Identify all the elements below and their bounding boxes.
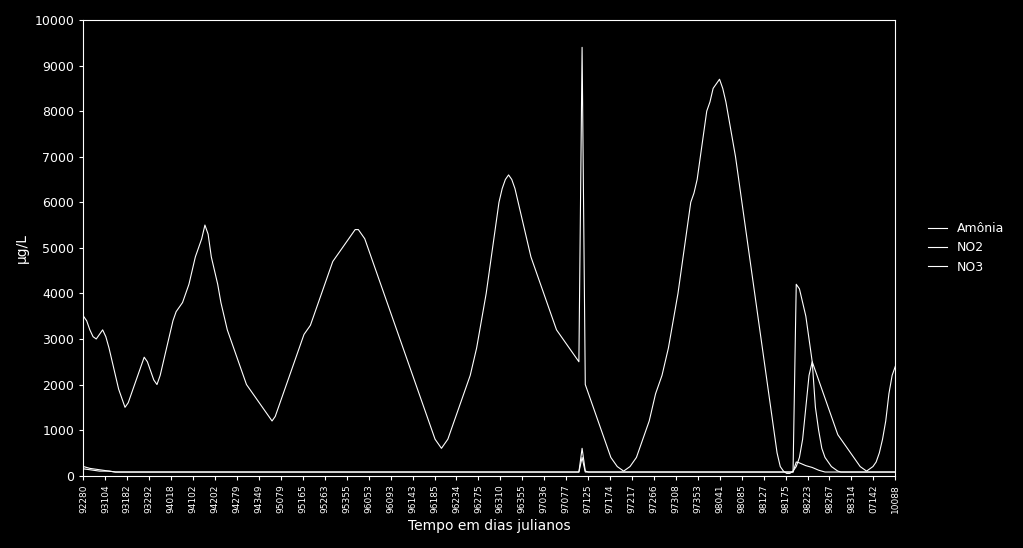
Amônia: [732, 176, 745, 183]
NO2: [129, 469, 141, 475]
Amônia: [346, 231, 358, 237]
Y-axis label: µg/L: µg/L: [15, 233, 29, 263]
NO2: [602, 469, 614, 475]
NO3: [736, 469, 748, 475]
Line: NO3: NO3: [84, 458, 895, 472]
NO3: [78, 466, 90, 472]
NO2: [560, 469, 572, 475]
Amônia: [576, 44, 588, 50]
X-axis label: Tempo em dias julianos: Tempo em dias julianos: [408, 519, 571, 533]
NO2: [732, 469, 745, 475]
Legend: Amônia, NO2, NO3: Amônia, NO2, NO3: [922, 216, 1011, 280]
NO3: [605, 469, 617, 475]
Line: NO2: NO2: [84, 284, 895, 472]
Amônia: [781, 470, 793, 477]
NO3: [889, 469, 901, 475]
Amônia: [605, 454, 617, 461]
NO3: [576, 454, 588, 461]
Amônia: [557, 336, 569, 342]
NO2: [109, 469, 122, 475]
NO3: [608, 469, 620, 475]
Amônia: [602, 445, 614, 452]
NO2: [889, 469, 901, 475]
NO2: [349, 469, 361, 475]
Amônia: [125, 390, 137, 397]
NO2: [790, 281, 802, 288]
Amônia: [889, 363, 901, 369]
Line: Amônia: Amônia: [84, 47, 895, 473]
Amônia: [78, 313, 90, 319]
NO3: [560, 469, 572, 475]
NO2: [78, 463, 90, 470]
NO3: [349, 469, 361, 475]
NO3: [109, 469, 122, 475]
NO3: [129, 469, 141, 475]
NO2: [605, 469, 617, 475]
